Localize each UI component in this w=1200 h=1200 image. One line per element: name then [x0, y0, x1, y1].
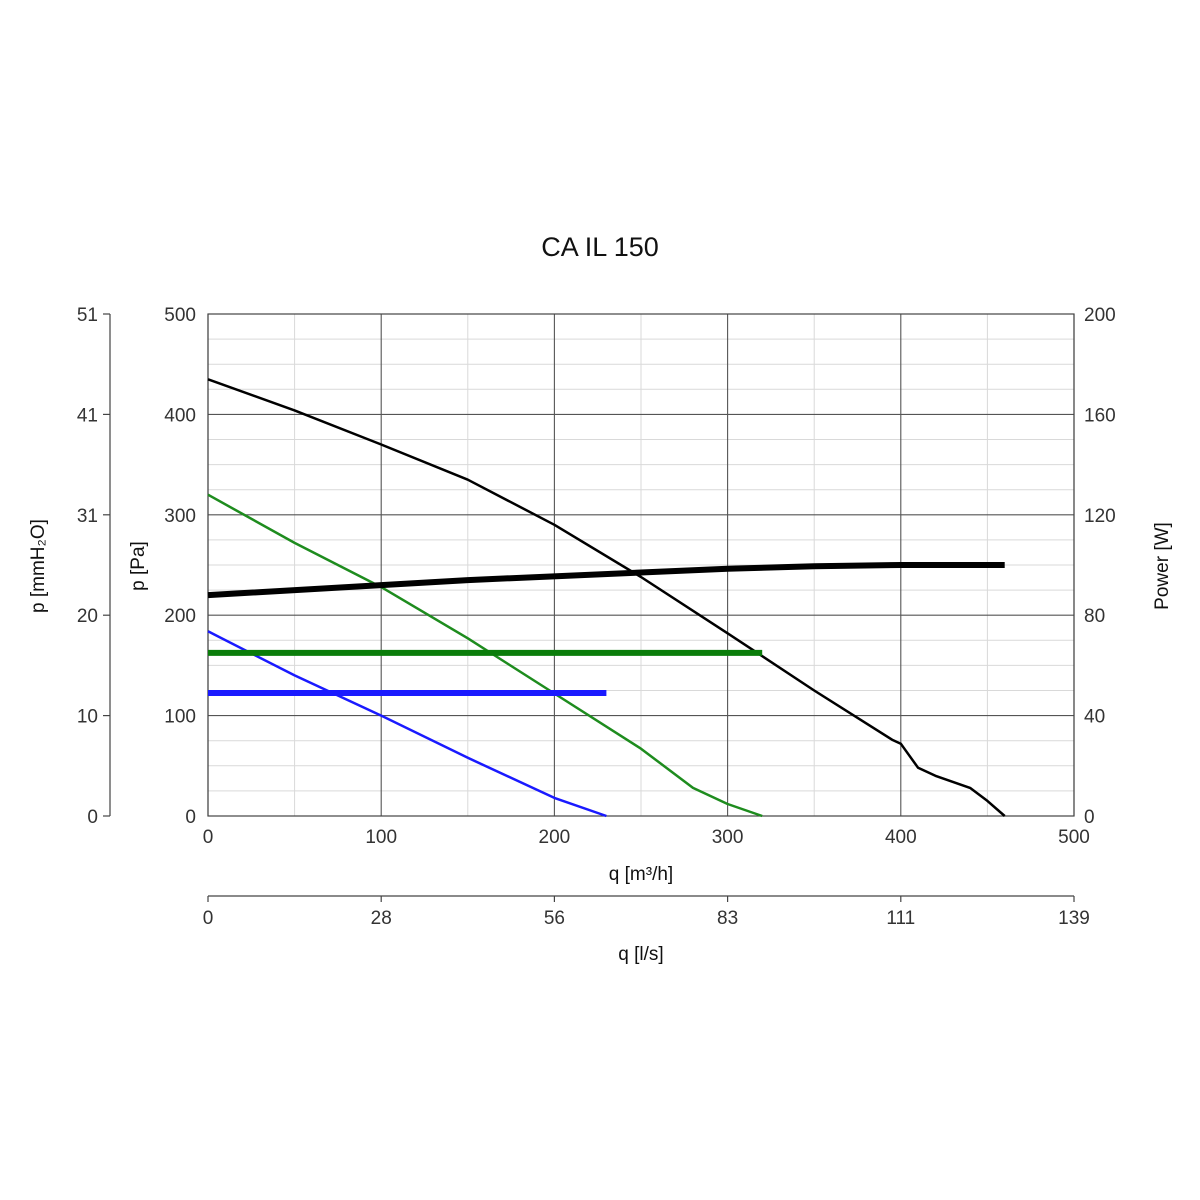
- x-tick-label: 0: [203, 827, 214, 848]
- y3-tick-label: 31: [77, 506, 98, 527]
- y2-tick-label: 200: [1084, 305, 1116, 326]
- power-curve: [207, 562, 1005, 599]
- x2-tick-label: 139: [1058, 908, 1090, 929]
- y-tick-label: 400: [164, 405, 196, 426]
- x2-tick-label: 0: [203, 908, 214, 929]
- x-tick-label: 500: [1058, 827, 1090, 848]
- pressure-curve: [207, 630, 607, 818]
- x2-tick-label: 56: [544, 908, 565, 929]
- y3-tick-label: 41: [77, 405, 98, 426]
- y-tick-label: 0: [185, 807, 196, 828]
- y2-tick-label: 0: [1084, 807, 1095, 828]
- y-tick-label: 500: [164, 305, 196, 326]
- pressure-curve: [207, 378, 1006, 817]
- y3-tick-label: 10: [77, 707, 98, 728]
- plot-frame: [207, 313, 1075, 817]
- y2-tick-label: 40: [1084, 707, 1105, 728]
- x-axis-title: q [m³/h]: [609, 864, 673, 885]
- x-tick-label: 200: [539, 827, 571, 848]
- y2-tick-label: 160: [1084, 405, 1116, 426]
- y2-axis-title: Power [W]: [1152, 522, 1173, 610]
- chart-title: CA IL 150: [541, 232, 659, 262]
- x2-axis-title: q [l/s]: [618, 944, 663, 965]
- y3-tick-label: 51: [77, 305, 98, 326]
- x-tick-label: 300: [712, 827, 744, 848]
- x2-tick-label: 111: [886, 908, 915, 929]
- y-tick-label: 300: [164, 506, 196, 527]
- y3-axis-title: p [mmH₂O]: [28, 519, 49, 613]
- series-layer: [207, 378, 1006, 818]
- y-tick-label: 100: [164, 707, 196, 728]
- x-tick-label: 100: [365, 827, 397, 848]
- x-tick-label: 400: [885, 827, 917, 848]
- y2-tick-label: 80: [1084, 606, 1105, 627]
- y-axis-title: p [Pa]: [128, 541, 149, 591]
- x2-tick-label: 28: [371, 908, 392, 929]
- x2-tick-label: 83: [717, 908, 738, 929]
- y3-tick-label: 0: [87, 807, 98, 828]
- y-tick-label: 200: [164, 606, 196, 627]
- y2-tick-label: 120: [1084, 506, 1116, 527]
- y3-tick-label: 20: [77, 606, 98, 627]
